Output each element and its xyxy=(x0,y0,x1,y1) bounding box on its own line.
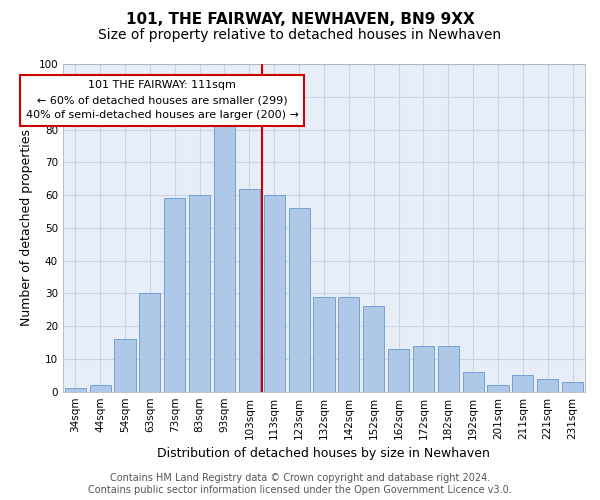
Bar xyxy=(263,195,285,392)
Text: Size of property relative to detached houses in Newhaven: Size of property relative to detached ho… xyxy=(98,28,502,42)
Bar xyxy=(413,346,434,392)
Bar xyxy=(115,340,136,392)
Bar xyxy=(487,385,509,392)
Bar xyxy=(313,296,335,392)
Bar xyxy=(338,296,359,392)
Bar xyxy=(463,372,484,392)
Text: 101, THE FAIRWAY, NEWHAVEN, BN9 9XX: 101, THE FAIRWAY, NEWHAVEN, BN9 9XX xyxy=(125,12,475,28)
X-axis label: Distribution of detached houses by size in Newhaven: Distribution of detached houses by size … xyxy=(157,447,490,460)
Bar xyxy=(388,349,409,392)
Text: 101 THE FAIRWAY: 111sqm
← 60% of detached houses are smaller (299)
40% of semi-d: 101 THE FAIRWAY: 111sqm ← 60% of detache… xyxy=(26,80,299,120)
Bar xyxy=(189,195,210,392)
Bar xyxy=(239,188,260,392)
Bar xyxy=(139,294,160,392)
Y-axis label: Number of detached properties: Number of detached properties xyxy=(20,130,33,326)
Bar xyxy=(562,382,583,392)
Bar xyxy=(89,385,111,392)
Bar xyxy=(437,346,459,392)
Bar xyxy=(164,198,185,392)
Text: Contains HM Land Registry data © Crown copyright and database right 2024.
Contai: Contains HM Land Registry data © Crown c… xyxy=(88,474,512,495)
Bar xyxy=(363,306,384,392)
Bar xyxy=(537,378,558,392)
Bar xyxy=(214,126,235,392)
Bar xyxy=(65,388,86,392)
Bar xyxy=(512,376,533,392)
Bar xyxy=(289,208,310,392)
